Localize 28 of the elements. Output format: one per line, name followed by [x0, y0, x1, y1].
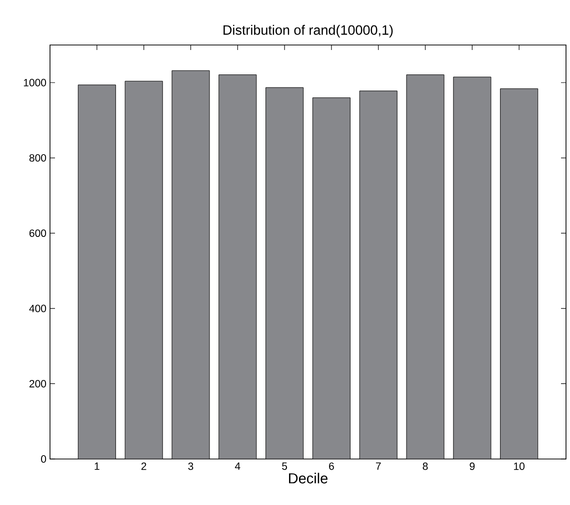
- bar: [125, 81, 163, 459]
- x-tick-label: 3: [188, 462, 194, 470]
- y-tick-label: 800: [29, 154, 46, 162]
- x-tick-label: 2: [141, 462, 146, 470]
- x-tick-label: 9: [470, 462, 475, 470]
- x-axis-title: Decile: [289, 472, 328, 484]
- x-tick-label: 10: [514, 462, 525, 470]
- bar: [406, 74, 444, 459]
- y-tick-label: 400: [29, 304, 46, 312]
- bar: [312, 98, 350, 459]
- x-tick-label: 8: [422, 462, 428, 470]
- y-tick-label: 1000: [24, 78, 46, 86]
- x-tick-label: 6: [329, 462, 334, 470]
- bar: [266, 88, 304, 459]
- bar: [172, 70, 210, 459]
- bar: [453, 76, 491, 459]
- x-tick-label: 1: [94, 462, 100, 470]
- x-tick-label: 5: [282, 462, 288, 470]
- bar: [218, 74, 256, 459]
- y-tick-label: 0: [41, 455, 46, 463]
- chart-title: Distribution of rand(10000,1): [224, 24, 393, 38]
- y-tick-label: 600: [29, 229, 46, 237]
- bar: [500, 88, 538, 459]
- y-tick-label: 200: [29, 380, 46, 388]
- x-tick-label: 4: [234, 462, 240, 470]
- bar: [360, 90, 398, 459]
- bar: [78, 84, 116, 459]
- x-tick-label: 7: [376, 462, 381, 470]
